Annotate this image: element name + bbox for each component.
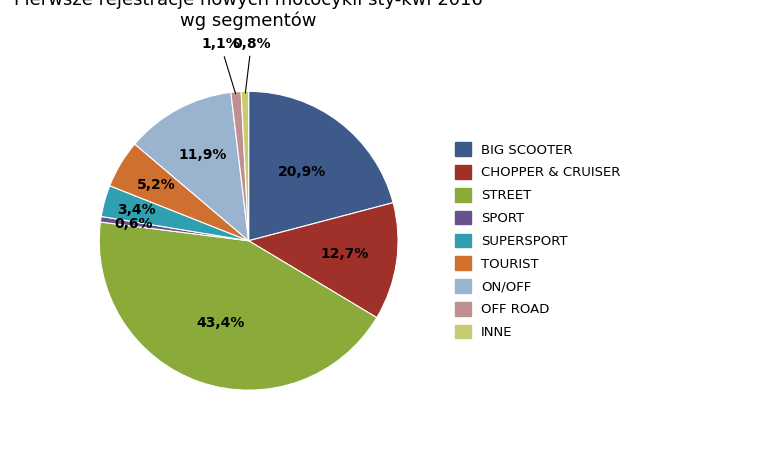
Wedge shape [241, 91, 249, 241]
Title: Pierwsze rejestracje nowych motocykli sty-kwi 2016
wg segmentów: Pierwsze rejestracje nowych motocykli st… [14, 0, 483, 30]
Wedge shape [99, 222, 377, 390]
Wedge shape [134, 92, 249, 241]
Wedge shape [100, 216, 249, 241]
Wedge shape [101, 186, 249, 241]
Text: 3,4%: 3,4% [117, 202, 155, 216]
Wedge shape [110, 144, 249, 241]
Text: 12,7%: 12,7% [321, 248, 369, 261]
Wedge shape [249, 91, 393, 241]
Text: 43,4%: 43,4% [196, 315, 245, 330]
Text: 0,8%: 0,8% [232, 36, 270, 93]
Text: 11,9%: 11,9% [179, 148, 227, 162]
Text: 0,6%: 0,6% [114, 217, 152, 231]
Wedge shape [249, 202, 398, 318]
Text: 5,2%: 5,2% [137, 178, 176, 193]
Wedge shape [231, 91, 249, 241]
Legend: BIG SCOOTER, CHOPPER & CRUISER, STREET, SPORT, SUPERSPORT, TOURIST, ON/OFF, OFF : BIG SCOOTER, CHOPPER & CRUISER, STREET, … [449, 137, 625, 344]
Text: 1,1%: 1,1% [201, 37, 240, 94]
Text: 20,9%: 20,9% [277, 165, 326, 179]
